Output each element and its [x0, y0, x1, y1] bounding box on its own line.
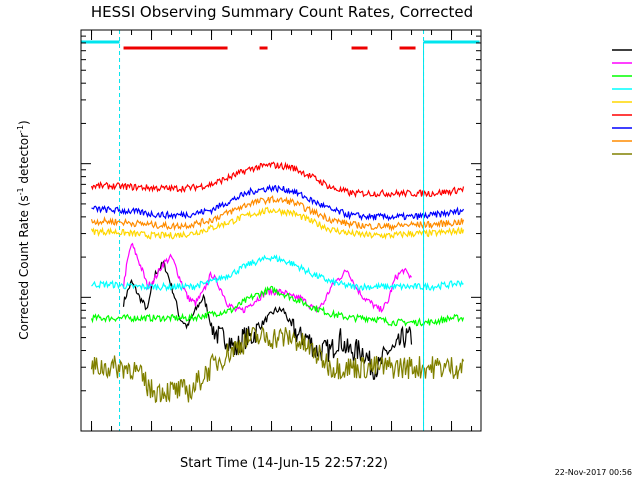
- series-line-8: [90, 325, 465, 404]
- axes: [80, 29, 482, 432]
- x-axis-label: Start Time (14-Jun-15 22:57:22): [180, 456, 388, 471]
- y-axis-label-part: detector: [17, 133, 31, 188]
- series-line-2: [90, 285, 465, 327]
- series-line-6: [91, 184, 465, 222]
- y-axis-label-part: Corrected Count Rate (s: [17, 195, 31, 339]
- series-line-4: [90, 206, 465, 241]
- y-axis-label-group: Corrected Count Rate (s-1 detector-1): [16, 120, 31, 339]
- y-axis-label-part: ): [17, 120, 31, 125]
- plot-frame: [80, 29, 482, 432]
- y-axis-label: Corrected Count Rate (s-1 detector-1): [16, 120, 31, 339]
- series-line-5: [90, 161, 465, 199]
- y-axis-label-part: -1: [16, 125, 25, 133]
- footer-timestamp: 22-Nov-2017 00:56: [555, 468, 632, 477]
- legend: [612, 49, 632, 155]
- series-line-1: [122, 242, 412, 314]
- plot-area: [80, 30, 480, 431]
- series-line-3: [91, 254, 464, 292]
- y-axis-label-part: -1: [16, 187, 25, 195]
- series-line-7: [90, 195, 465, 232]
- chart-title: HESSI Observing Summary Count Rates, Cor…: [91, 3, 473, 21]
